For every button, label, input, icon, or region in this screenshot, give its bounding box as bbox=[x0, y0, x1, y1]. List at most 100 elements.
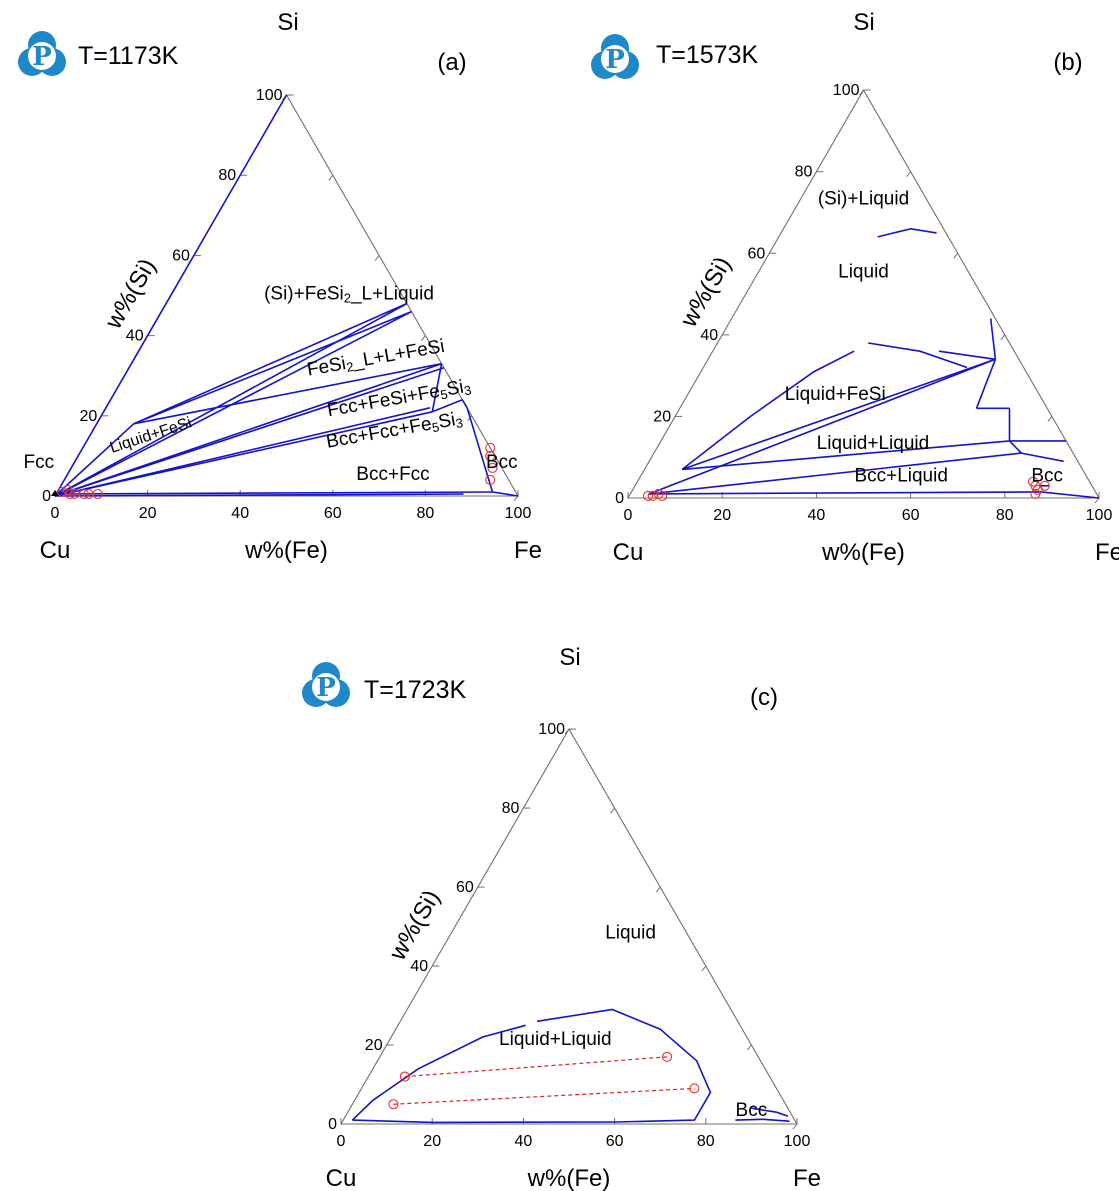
phase-boundary-line bbox=[466, 407, 494, 493]
tick-mark-right bbox=[906, 171, 911, 177]
tick-mark-right bbox=[421, 335, 426, 341]
logo-icon: P bbox=[302, 662, 350, 707]
tick-label-si: 0 bbox=[42, 488, 51, 505]
tick-label-si: 60 bbox=[172, 247, 190, 264]
axis-label-si: w%(Si) bbox=[384, 885, 446, 965]
panel-label: (a) bbox=[437, 49, 466, 76]
tick-mark-right bbox=[374, 255, 380, 261]
ternary-panel-3: P T=1723K (c) Si Cu Fe w%(Fe) w%(Si) 00 20 20 40 40 6… bbox=[302, 644, 821, 1191]
apex-label-fe: Fe bbox=[514, 537, 542, 564]
tick-mark-right bbox=[1000, 334, 1006, 341]
experimental-point bbox=[657, 490, 668, 502]
phase-boundary-line bbox=[649, 452, 1022, 495]
tick-label-fe: 60 bbox=[324, 505, 342, 522]
ternary-panel-2: P T=1573K (b) Si Cu Fe w%(Fe) w%(Si) 00 20 20 40 40 6… bbox=[591, 9, 1119, 566]
axis-label-fe: w%(Fe) bbox=[821, 539, 905, 566]
svg-text:P: P bbox=[316, 673, 336, 703]
triangle-frame bbox=[627, 89, 1100, 499]
tick-mark-right bbox=[701, 965, 707, 972]
tick-label-si: 100 bbox=[538, 721, 565, 738]
experimental-point bbox=[485, 450, 496, 461]
phase-boundary-line bbox=[432, 399, 463, 413]
phase-boundary-line bbox=[649, 491, 1042, 495]
logo-icon: P bbox=[18, 31, 66, 76]
tick-label-si: 20 bbox=[365, 1037, 383, 1054]
phase-boundary-line bbox=[54, 366, 445, 497]
tick-label-si: 60 bbox=[748, 245, 766, 262]
region-label: Liquid bbox=[605, 922, 656, 943]
tick-label-fe: 100 bbox=[505, 505, 532, 522]
phase-boundary-line bbox=[54, 302, 408, 497]
phase-boundary-line bbox=[648, 358, 996, 495]
experimental-point bbox=[388, 1099, 399, 1110]
axis-label-si: w%(Si) bbox=[100, 254, 162, 334]
tick-label-fe: 0 bbox=[624, 507, 633, 524]
phase-boundary-line bbox=[1021, 452, 1064, 463]
phase-boundary-line bbox=[989, 318, 997, 360]
tick-label-fe: 40 bbox=[808, 507, 826, 524]
phase-boundary-line bbox=[352, 1008, 712, 1124]
tick-mark-right bbox=[859, 89, 864, 96]
svg-text:P: P bbox=[605, 45, 625, 75]
tick-label-fe: 80 bbox=[996, 507, 1014, 524]
triangle-frame bbox=[340, 727, 798, 1125]
tick-label-fe: 40 bbox=[515, 1133, 533, 1150]
tick-mark-right bbox=[953, 252, 959, 259]
phase-boundary-line bbox=[877, 227, 937, 238]
axis-label-si: w%(Si) bbox=[675, 252, 737, 332]
phase-boundary-line bbox=[681, 350, 855, 471]
tick-label-si: 40 bbox=[700, 327, 718, 344]
tick-label-fe: 60 bbox=[902, 507, 920, 524]
phase-boundary-line bbox=[868, 342, 968, 369]
phase-boundary-line bbox=[56, 491, 493, 495]
region-label: (Si)+Liquid bbox=[818, 188, 909, 209]
tick-label-si: 20 bbox=[80, 408, 98, 425]
tick-label-si: 80 bbox=[795, 164, 813, 181]
apex-label-cu: Cu bbox=[40, 537, 71, 564]
tick-label-si: 20 bbox=[653, 408, 671, 425]
apex-label-si: Si bbox=[559, 644, 580, 671]
region-label: Liquid+FeSi bbox=[785, 384, 886, 405]
experimental-point bbox=[487, 462, 498, 473]
experimental-point bbox=[1030, 488, 1041, 499]
temperature-label: T=1723K bbox=[364, 676, 466, 704]
tick-label-si: 0 bbox=[328, 1116, 337, 1133]
phase-boundary-line bbox=[133, 302, 408, 425]
tick-label-fe: 20 bbox=[139, 505, 157, 522]
phase-boundary-line bbox=[1008, 440, 1022, 454]
experimental-point bbox=[661, 1051, 673, 1062]
region-label: Fcc bbox=[23, 452, 54, 473]
phase-boundary-line bbox=[54, 94, 288, 497]
phase-boundary-line bbox=[54, 423, 135, 497]
phase-boundary-line bbox=[133, 310, 412, 425]
region-label: (Si)+FeSi2_L+Liquid bbox=[264, 284, 434, 306]
apex-label-si: Si bbox=[853, 9, 874, 36]
fcc-marker bbox=[51, 490, 59, 496]
apex-label-fe: Fe bbox=[1095, 539, 1119, 566]
experimental-point bbox=[1039, 480, 1050, 491]
phase-boundary-line bbox=[431, 363, 443, 412]
experimental-point bbox=[78, 488, 89, 500]
tick-mark-right bbox=[655, 886, 661, 893]
tick-label-fe: 60 bbox=[606, 1133, 624, 1150]
apex-label-cu: Cu bbox=[326, 1165, 357, 1191]
tick-label-si: 60 bbox=[456, 879, 474, 896]
experimental-point bbox=[399, 1071, 410, 1082]
tick-mark-right bbox=[1094, 497, 1100, 504]
tick-label-fe: 40 bbox=[231, 505, 249, 522]
axis-label-fe: w%(Fe) bbox=[244, 537, 328, 564]
region-label: Liquid bbox=[838, 262, 889, 283]
tie-line bbox=[393, 1087, 695, 1105]
ternary-panel-1: P T=1173K (a) Si Cu Fe w%(Fe) w%(Si) 00 20 20 40 40 6… bbox=[18, 9, 542, 564]
phase-boundary-line bbox=[54, 411, 433, 497]
tick-mark-right bbox=[513, 495, 519, 502]
region-label: Bcc+Fcc bbox=[356, 464, 429, 485]
phase-boundary-line bbox=[682, 440, 1010, 471]
panel-label: (c) bbox=[750, 684, 778, 711]
region-label: Bcc bbox=[736, 1100, 768, 1121]
tick-label-fe: 100 bbox=[1086, 507, 1113, 524]
tick-mark-right bbox=[747, 1044, 752, 1051]
svg-text:P: P bbox=[32, 42, 52, 72]
experimental-point bbox=[689, 1083, 700, 1094]
